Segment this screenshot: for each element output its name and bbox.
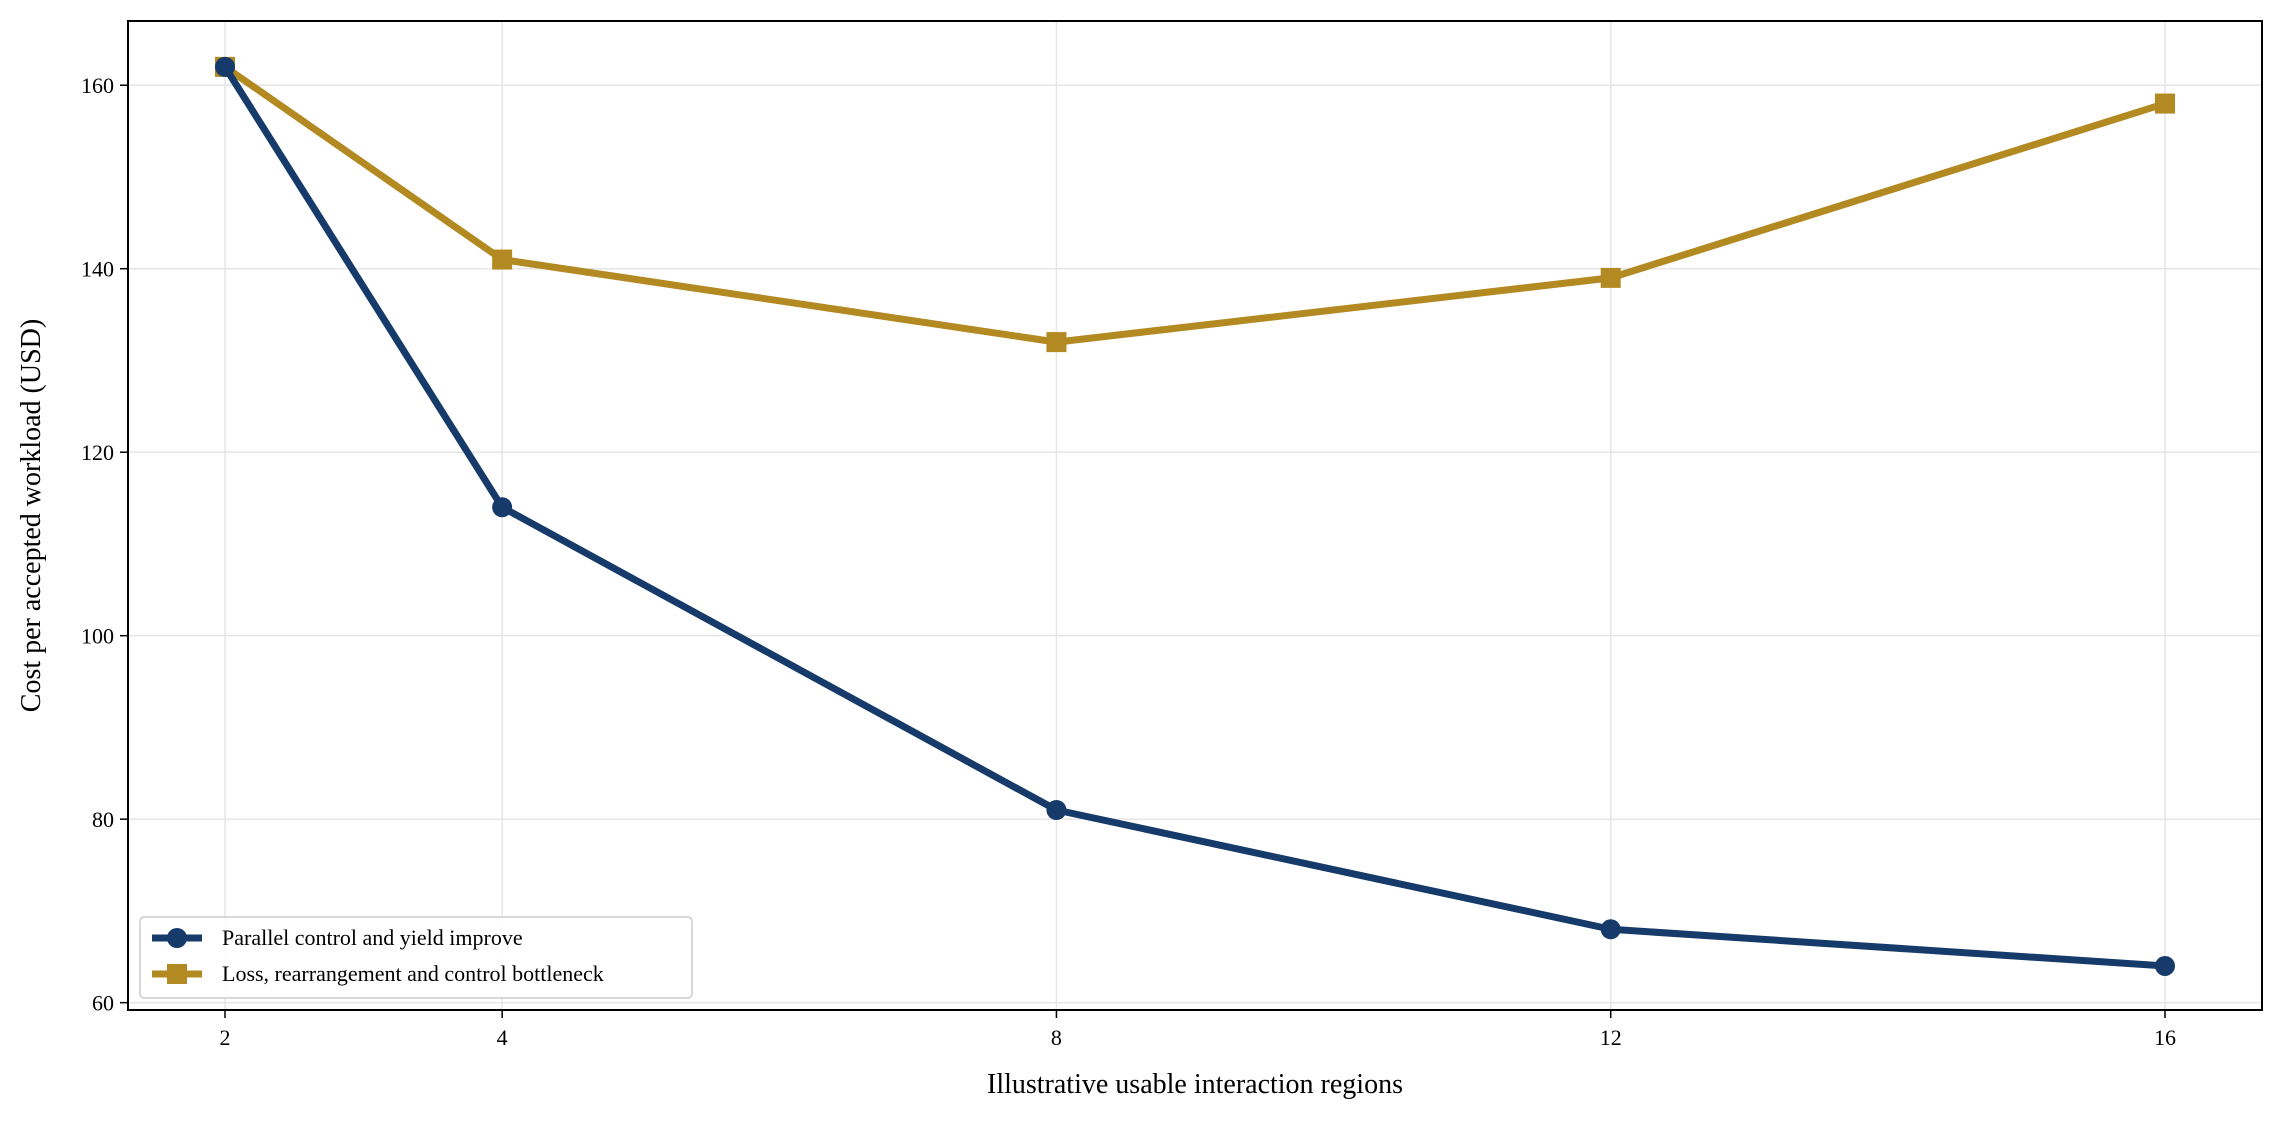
series-1-point bbox=[1046, 799, 1067, 820]
y-axis-title: Cost per accepted workload (USD) bbox=[16, 319, 47, 712]
legend-label: Parallel control and yield improve bbox=[222, 925, 523, 950]
series-2-point bbox=[2155, 93, 2175, 114]
series-1-point bbox=[492, 497, 513, 518]
x-tick-label: 8 bbox=[1051, 1025, 1062, 1050]
y-tick-label: 80 bbox=[92, 807, 114, 832]
series-1-point bbox=[215, 56, 235, 77]
series-layer bbox=[215, 56, 2175, 976]
y-tick-label: 160 bbox=[81, 73, 114, 98]
x-tick-label: 4 bbox=[497, 1025, 508, 1050]
y-tick-label: 100 bbox=[81, 624, 114, 649]
x-tick-label: 16 bbox=[2154, 1025, 2176, 1050]
legend-item-2: Loss, rearrangement and control bottlene… bbox=[152, 961, 604, 986]
y-tick-label: 120 bbox=[81, 440, 114, 465]
legend-label: Loss, rearrangement and control bottlene… bbox=[222, 961, 604, 986]
plot-frame bbox=[127, 20, 2263, 1011]
series-2-point bbox=[492, 249, 513, 270]
series-1-point bbox=[1600, 919, 1621, 940]
x-tick-label: 2 bbox=[220, 1025, 231, 1050]
grid bbox=[128, 21, 2262, 1010]
series-2-line bbox=[221, 63, 2169, 346]
legend-item-1: Parallel control and yield improve bbox=[152, 925, 523, 950]
series-1 bbox=[215, 56, 2175, 976]
x-tick-label: 12 bbox=[1600, 1025, 1622, 1050]
legend-swatch-marker bbox=[167, 964, 187, 984]
series-2 bbox=[215, 56, 2175, 353]
series-1-point bbox=[2155, 955, 2175, 976]
legend: Parallel control and yield improve Loss, … bbox=[139, 916, 693, 999]
y-tick-label: 60 bbox=[92, 991, 114, 1016]
series-1-line bbox=[221, 63, 2169, 970]
y-tick-label: 140 bbox=[81, 257, 114, 282]
legend-swatch-marker bbox=[167, 928, 187, 948]
series-2-point bbox=[1046, 332, 1067, 353]
x-axis-title: Illustrative usable interaction regions bbox=[987, 1069, 1403, 1100]
axis-ticks: 2 4 8 12 16 60 80 100 120 140 160 bbox=[81, 73, 2176, 1050]
series-2-point bbox=[1600, 267, 1621, 288]
legend-box bbox=[139, 916, 693, 999]
